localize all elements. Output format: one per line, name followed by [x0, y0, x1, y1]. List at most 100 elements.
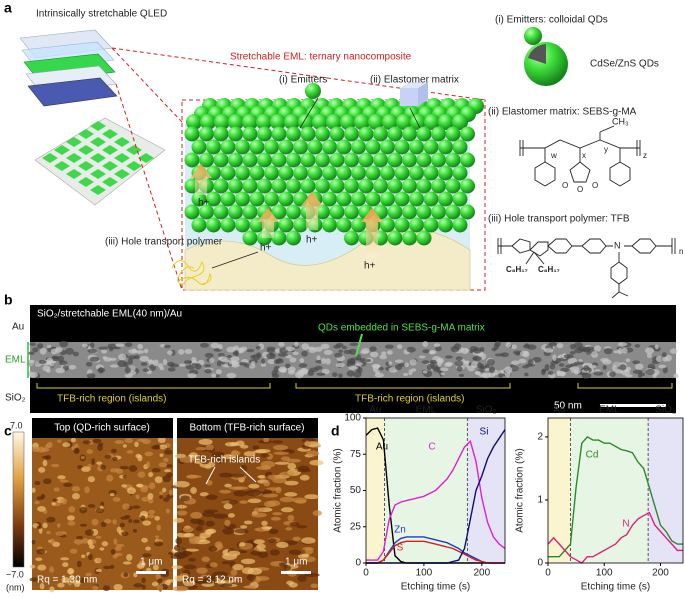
- qd: [257, 126, 272, 142]
- qd: [416, 152, 432, 168]
- tem-grain: [50, 348, 58, 355]
- tem-grain: [139, 355, 150, 362]
- tem-grain: [334, 352, 343, 358]
- afm-grain: [124, 515, 131, 519]
- tem-grain: [248, 363, 256, 369]
- panel-label: d: [331, 423, 340, 439]
- tem-grain: [511, 344, 517, 350]
- series-line: [366, 439, 506, 561]
- afm-grain: [126, 450, 134, 454]
- qd: [344, 178, 359, 194]
- afm-grain: [68, 506, 76, 513]
- pointer: [299, 97, 319, 129]
- afm-grain: [154, 476, 163, 484]
- qd: [264, 139, 279, 155]
- afm-grain: [222, 454, 236, 459]
- scale-label: 50 nm: [554, 401, 582, 412]
- afm-grain: [228, 473, 245, 478]
- atom: O: [577, 185, 583, 194]
- tem-grain: [341, 345, 347, 350]
- afm-grain: [174, 544, 181, 551]
- sheet-cell: [138, 153, 154, 163]
- sheet-cell: [66, 137, 82, 147]
- tem-grain: [625, 358, 631, 363]
- qd: [271, 204, 287, 220]
- x-tick-label: 100: [596, 568, 613, 579]
- afm-grain: [212, 513, 229, 519]
- sebs-title: (ii) Elastomer matrix: SEBS-g-MA: [488, 107, 637, 118]
- tem-grain: [469, 345, 478, 352]
- afm-grain: [141, 496, 150, 502]
- qd: [278, 191, 294, 207]
- tem-grain: [100, 349, 108, 354]
- qd: [264, 165, 279, 181]
- tem-grain: [142, 368, 150, 372]
- tem-grain: [246, 348, 255, 353]
- afm-grain: [224, 442, 237, 447]
- tem-grain: [285, 363, 291, 369]
- tem-grain: [429, 359, 437, 365]
- afm-grain: [85, 572, 92, 577]
- qd: [452, 114, 468, 130]
- tem-grain: [72, 351, 79, 357]
- tem-grain: [118, 353, 127, 361]
- tem-grain: [159, 366, 165, 371]
- afm-grain: [228, 550, 241, 557]
- sheet-cell: [78, 177, 94, 187]
- qd: [382, 114, 398, 130]
- afm-grain: [71, 486, 81, 492]
- sheet-cell: [78, 145, 94, 155]
- qd: [191, 191, 207, 207]
- scale-bar: [136, 571, 166, 574]
- afm-grain: [62, 562, 69, 568]
- afm-grain: [179, 573, 189, 577]
- tem-grain: [266, 348, 275, 353]
- tem-grain: [439, 367, 449, 372]
- x-tick-label: 0: [363, 568, 369, 579]
- tem-grain: [277, 352, 288, 357]
- afm-grain: [240, 558, 256, 565]
- series-label: N: [622, 519, 629, 530]
- tem-grain: [461, 347, 469, 355]
- afm-grain: [257, 475, 266, 479]
- tem-grain: [267, 359, 277, 365]
- afm-grain: [36, 446, 46, 453]
- tem-grain: [549, 363, 556, 370]
- afm-grain: [91, 518, 99, 526]
- tem-grain: [51, 356, 60, 360]
- sheet-cell: [90, 153, 106, 163]
- region-label: SiO₂: [655, 405, 676, 416]
- afm-grain: [203, 575, 217, 580]
- afm-grain: [301, 537, 316, 544]
- afm-grain: [312, 510, 323, 516]
- qd: [431, 204, 446, 220]
- tem-grain: [602, 359, 612, 365]
- qd: [199, 152, 214, 168]
- tem-grain: [260, 362, 267, 367]
- tem-grain: [673, 373, 679, 379]
- tem-grain: [37, 343, 44, 349]
- qd: [322, 217, 337, 233]
- afm-grain: [100, 464, 107, 470]
- afm-grain: [151, 468, 161, 473]
- tem-grain: [349, 342, 359, 346]
- afm-grain: [203, 509, 219, 514]
- tem-grain: [526, 344, 537, 350]
- afm-grain: [272, 477, 287, 484]
- sheet-cell: [54, 161, 70, 171]
- qd: [199, 204, 214, 220]
- sheet-cell: [102, 177, 118, 187]
- tem-grain: [87, 348, 98, 354]
- qd: [206, 139, 221, 155]
- tem-grain: [478, 373, 488, 378]
- afm-grain: [59, 479, 69, 483]
- afm-grain: [208, 545, 218, 552]
- afm-grain: [121, 531, 129, 537]
- tem-grain: [228, 360, 235, 365]
- afm-grain: [241, 567, 254, 575]
- sheet-cell: [102, 145, 118, 155]
- afm-grain: [119, 465, 129, 470]
- afm-grain: [285, 527, 293, 531]
- afm-grain: [87, 476, 96, 483]
- tem-grain: [59, 340, 69, 348]
